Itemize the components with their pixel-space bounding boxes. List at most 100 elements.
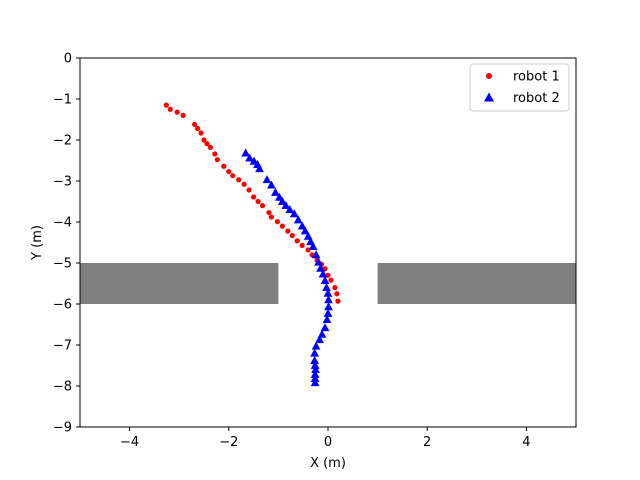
robot-1-point [279,223,285,229]
robot-1-point [241,181,247,187]
x-axis-label: X (m) [310,456,346,471]
robot-1-point [180,112,186,118]
robot-2-point [316,263,325,272]
legend: robot 1 robot 2 [469,63,570,112]
robot-1-point [285,228,291,234]
robot-2-point [297,221,307,230]
robot-2-point [285,205,295,214]
y-tick-label: 0 [64,52,72,67]
y-tick-label: −5 [53,257,72,272]
robot-2-point [271,187,280,196]
robot-2-point [281,201,291,209]
y-tick-label: −9 [53,421,72,436]
robot-2-point [267,180,276,189]
robot-1-point [191,121,198,128]
robot-2-point [310,360,320,369]
robot-2-point [311,341,321,350]
robot-1-point [201,137,207,143]
robot-2-point [262,175,272,184]
x-tick-label: 2 [423,435,431,450]
legend-marker-robot-1 [486,73,492,79]
robot-1-point [204,141,210,147]
x-tick-label: 0 [324,435,332,450]
robot-2-point [310,374,320,383]
robot-2-point [311,365,320,373]
obstacle-1 [80,263,279,304]
y-axis-label: Y (m) [30,225,45,261]
robot-2-point [277,196,287,205]
y-tick-label: −2 [53,134,72,149]
robot-2-point [315,335,324,344]
robot-1-point [167,106,173,112]
robot-1-point [299,242,305,248]
robot-1-point [230,173,236,179]
robot-1-point [289,232,295,239]
y-tick-label: −7 [53,339,72,354]
series-robot-2 [241,148,333,387]
x-tick-label: −4 [120,435,139,450]
robot-1-point [334,291,340,297]
y-tick-label: −6 [53,298,72,313]
robot-1-point [294,238,300,244]
robot-2-point [323,288,333,297]
robot-1-point [255,198,261,205]
robot-2-point [322,314,332,323]
robot-1-point [226,168,232,175]
robot-2-point [255,164,264,173]
series-robot-1 [163,102,341,304]
robot-2-point [323,308,333,317]
robot-2-point [310,369,320,378]
y-tick-label: −8 [53,380,72,395]
robot-2-point [310,355,320,364]
x-axis: −4 −2 0 2 4 [120,427,531,450]
robot-2-point [322,283,331,291]
robot-2-point [314,257,323,266]
robot-1-point [251,194,257,200]
robot-2-point [293,215,303,224]
robot-2-point [245,153,255,162]
y-tick-label: −4 [53,216,72,231]
robot-1-point [198,130,204,136]
y-axis: 0 −1 −2 −3 −4 −5 −6 −7 −8 −9 [53,52,80,436]
robot-1-point [174,109,180,115]
legend-marker-robot-2 [484,92,494,102]
robot-2-point [300,226,310,235]
robot-1-point [305,247,311,253]
robot-1-point [332,285,338,291]
robot-1-point [207,144,214,150]
robot-1-point [212,151,218,157]
robot-2-point [324,302,333,311]
x-tick-label: −2 [219,435,238,450]
robot-2-point [318,269,328,278]
robot-2-point [310,348,320,357]
robot-2-point [320,276,330,285]
robot-1-point [259,203,266,209]
y-tick-label: −1 [53,93,72,108]
robot-2-point [324,295,333,304]
robot-2-point [320,323,330,332]
robot-1-point [163,102,169,108]
robot-2-point [241,148,251,157]
robot-1-point [214,157,220,163]
robot-1-point [335,298,341,304]
robot-2-point [289,209,299,218]
legend-frame [469,63,570,112]
robot-2-point [311,250,321,259]
robot-1-point [221,163,227,169]
robot-1-point [328,277,334,283]
robot-2-point [310,378,320,387]
y-tick-label: −3 [53,175,72,190]
obstacles-layer [80,263,576,304]
series-layer [163,102,341,387]
robot-1-point [268,214,275,220]
robot-1-point [274,218,281,225]
robot-1-point [246,187,252,193]
robot-1-point [236,177,242,183]
robot-1-point [194,125,201,132]
robot-1-point [266,209,272,216]
legend-label-robot-2: robot 2 [513,91,560,106]
legend-label-robot-1: robot 1 [513,70,560,85]
robot-2-point [308,242,318,250]
x-tick-label: 4 [522,435,530,450]
